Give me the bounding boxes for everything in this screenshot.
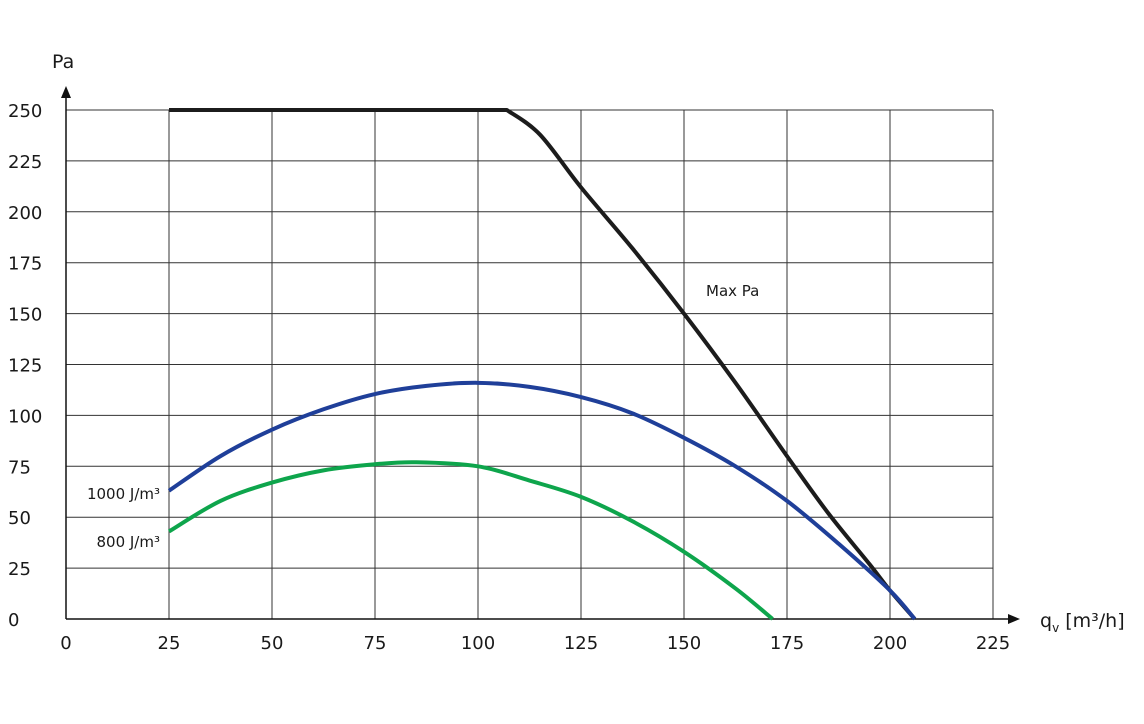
x-tick-label: 100 bbox=[461, 633, 495, 654]
y-tick-label: 150 bbox=[8, 305, 42, 326]
series-line-2 bbox=[167, 460, 774, 621]
axes bbox=[61, 86, 1020, 624]
series-line-1 bbox=[167, 380, 917, 621]
x-tick-label: 225 bbox=[976, 633, 1010, 654]
x-tick-label: 75 bbox=[364, 633, 387, 654]
x-tick-label: 125 bbox=[564, 633, 598, 654]
y-tick-label: 200 bbox=[8, 203, 42, 224]
x-tick-label: 150 bbox=[667, 633, 701, 654]
x-tick-label: 175 bbox=[770, 633, 804, 654]
grid bbox=[66, 109, 994, 619]
series-label-1000: 1000 J/m³ bbox=[87, 485, 160, 503]
series-label-max-pa: Max Pa bbox=[706, 282, 759, 300]
series-label-800: 800 J/m³ bbox=[96, 533, 160, 551]
y-tick-label: 125 bbox=[8, 356, 42, 377]
x-tick-label: 200 bbox=[873, 633, 907, 654]
x-axis-arrow-icon bbox=[1008, 614, 1020, 624]
y-tick-label: 25 bbox=[8, 559, 31, 580]
series-line-0 bbox=[169, 108, 917, 621]
y-tick-label: 75 bbox=[8, 457, 31, 478]
x-axis-title-symbol: q bbox=[1040, 610, 1052, 632]
y-tick-label: 225 bbox=[8, 152, 42, 173]
y-tick-label: 50 bbox=[8, 508, 31, 529]
x-axis-title-unit: [m³/h] bbox=[1059, 610, 1124, 632]
x-tick-label: 0 bbox=[60, 633, 71, 654]
x-axis-title: qv [m³/h] bbox=[1040, 610, 1125, 635]
y-tick-label: 175 bbox=[8, 254, 42, 275]
y-tick-label: 250 bbox=[8, 101, 42, 122]
y-axis-title: Pa bbox=[52, 51, 74, 73]
series-lines bbox=[167, 108, 917, 621]
labels: 0 25 50 75 100 125 150 175 200 225 0 25 50 75 100 125 15… bbox=[8, 51, 1125, 654]
x-tick-label: 50 bbox=[261, 633, 284, 654]
x-axis-title-subscript: v bbox=[1052, 621, 1059, 635]
y-tick-label: 100 bbox=[8, 406, 42, 427]
y-axis-arrow-icon bbox=[61, 86, 71, 98]
y-tick-label: 0 bbox=[8, 610, 19, 631]
x-tick-label: 25 bbox=[158, 633, 181, 654]
